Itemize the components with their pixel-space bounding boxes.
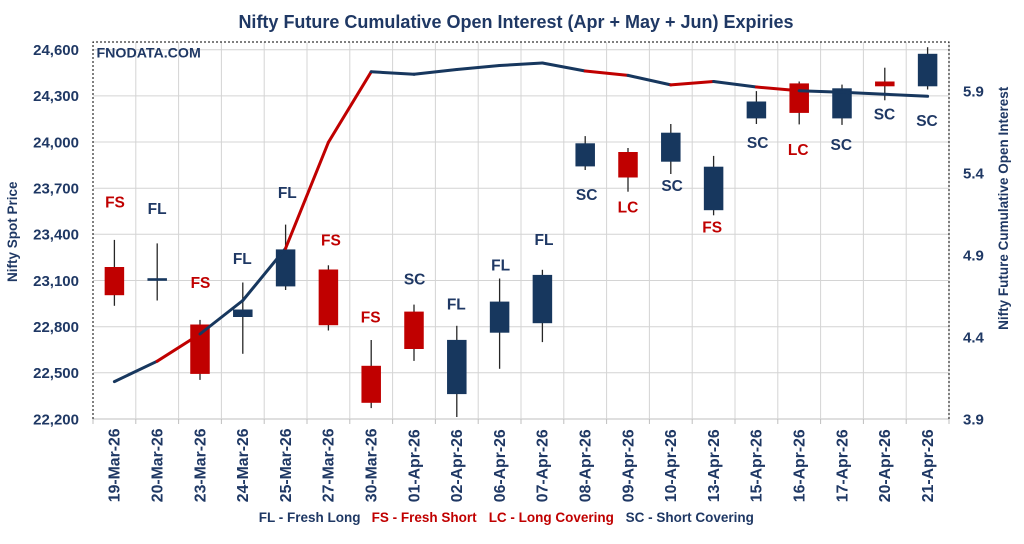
svg-text:SC: SC: [404, 271, 426, 288]
svg-text:20-Mar-26: 20-Mar-26: [150, 428, 167, 502]
svg-text:17-Apr-26: 17-Apr-26: [834, 429, 851, 502]
svg-text:FS: FS: [361, 309, 381, 326]
svg-text:15-Apr-26: 15-Apr-26: [749, 429, 766, 502]
svg-text:FL: FL: [535, 232, 554, 249]
svg-text:24,600: 24,600: [33, 42, 79, 59]
svg-text:LC - Long Covering: LC - Long Covering: [489, 510, 614, 525]
svg-text:24-Mar-26: 24-Mar-26: [235, 428, 252, 502]
svg-text:25-Mar-26: 25-Mar-26: [278, 428, 295, 502]
svg-text:SC: SC: [576, 187, 598, 204]
svg-text:LC: LC: [618, 200, 639, 217]
svg-text:20-Apr-26: 20-Apr-26: [877, 429, 894, 502]
svg-text:13-Apr-26: 13-Apr-26: [706, 429, 723, 502]
svg-text:16-Apr-26: 16-Apr-26: [792, 429, 809, 502]
svg-text:SC: SC: [916, 113, 938, 130]
svg-text:22,500: 22,500: [33, 365, 79, 382]
svg-text:Nifty Future Cumulative Open I: Nifty Future Cumulative Open Interest (A…: [238, 12, 793, 32]
svg-text:FL - Fresh Long: FL - Fresh Long: [259, 510, 361, 525]
svg-text:22,200: 22,200: [33, 411, 79, 428]
svg-text:Nifty Future Cumulative Open I: Nifty Future Cumulative Open Interest: [996, 86, 1011, 330]
svg-text:02-Apr-26: 02-Apr-26: [449, 429, 466, 502]
svg-text:08-Apr-26: 08-Apr-26: [578, 429, 595, 502]
svg-text:10-Apr-26: 10-Apr-26: [663, 429, 680, 502]
svg-text:FS: FS: [105, 194, 125, 211]
svg-text:FS - Fresh Short: FS - Fresh Short: [372, 510, 478, 525]
svg-text:SC: SC: [661, 178, 683, 195]
svg-text:5.9: 5.9: [963, 84, 984, 101]
svg-text:22,800: 22,800: [33, 319, 79, 336]
svg-text:FS: FS: [191, 275, 211, 292]
svg-text:5.4: 5.4: [963, 165, 985, 182]
svg-text:01-Apr-26: 01-Apr-26: [406, 429, 423, 502]
svg-text:3.9: 3.9: [963, 411, 984, 428]
svg-text:FS: FS: [702, 219, 722, 236]
svg-text:FL: FL: [278, 185, 297, 202]
svg-text:SC - Short Covering: SC - Short Covering: [626, 510, 754, 525]
svg-text:27-Mar-26: 27-Mar-26: [321, 428, 338, 502]
svg-text:SC: SC: [831, 137, 853, 154]
svg-text:19-Mar-26: 19-Mar-26: [107, 428, 124, 502]
svg-text:30-Mar-26: 30-Mar-26: [364, 428, 381, 502]
svg-text:21-Apr-26: 21-Apr-26: [920, 429, 937, 502]
svg-text:24,000: 24,000: [33, 134, 79, 151]
svg-text:FNODATA.COM: FNODATA.COM: [97, 46, 201, 62]
svg-text:LC: LC: [788, 142, 809, 159]
svg-text:FL: FL: [447, 296, 466, 313]
svg-text:4.4: 4.4: [963, 329, 985, 346]
svg-text:07-Apr-26: 07-Apr-26: [535, 429, 552, 502]
svg-text:SC: SC: [874, 107, 896, 124]
svg-text:Nifty Spot Price: Nifty Spot Price: [5, 181, 20, 282]
svg-text:23-Mar-26: 23-Mar-26: [192, 428, 209, 502]
svg-text:FL: FL: [148, 201, 167, 218]
svg-text:4.9: 4.9: [963, 247, 984, 264]
svg-text:SC: SC: [747, 135, 769, 152]
svg-text:23,100: 23,100: [33, 273, 79, 290]
svg-text:23,400: 23,400: [33, 227, 79, 244]
svg-text:FL: FL: [491, 257, 510, 274]
svg-text:24,300: 24,300: [33, 88, 79, 105]
svg-text:FS: FS: [321, 233, 341, 250]
svg-text:23,700: 23,700: [33, 181, 79, 198]
svg-text:09-Apr-26: 09-Apr-26: [620, 429, 637, 502]
svg-text:06-Apr-26: 06-Apr-26: [492, 429, 509, 502]
svg-text:FL: FL: [233, 251, 252, 268]
